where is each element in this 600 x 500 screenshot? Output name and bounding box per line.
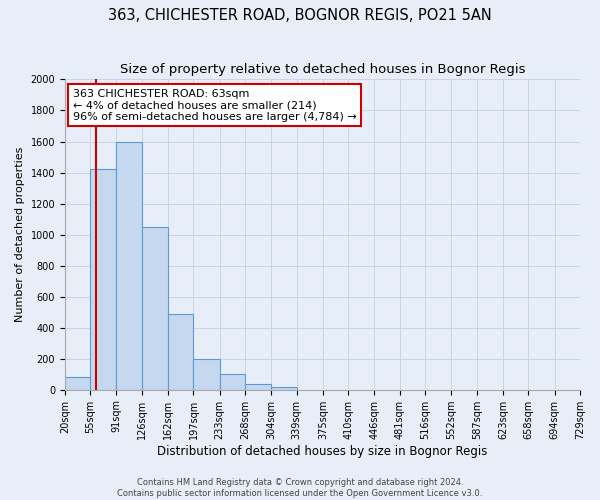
Bar bbox=[271, 386, 296, 390]
Bar bbox=[142, 227, 168, 390]
Y-axis label: Number of detached properties: Number of detached properties bbox=[15, 147, 25, 322]
Bar bbox=[168, 314, 193, 390]
Bar bbox=[193, 358, 220, 390]
Text: Contains HM Land Registry data © Crown copyright and database right 2024.
Contai: Contains HM Land Registry data © Crown c… bbox=[118, 478, 482, 498]
Text: 363 CHICHESTER ROAD: 63sqm
← 4% of detached houses are smaller (214)
96% of semi: 363 CHICHESTER ROAD: 63sqm ← 4% of detac… bbox=[73, 89, 356, 122]
Bar bbox=[65, 378, 91, 390]
X-axis label: Distribution of detached houses by size in Bognor Regis: Distribution of detached houses by size … bbox=[157, 444, 488, 458]
Bar bbox=[91, 170, 116, 390]
Bar bbox=[116, 142, 142, 390]
Bar bbox=[220, 374, 245, 390]
Title: Size of property relative to detached houses in Bognor Regis: Size of property relative to detached ho… bbox=[120, 62, 525, 76]
Text: 363, CHICHESTER ROAD, BOGNOR REGIS, PO21 5AN: 363, CHICHESTER ROAD, BOGNOR REGIS, PO21… bbox=[108, 8, 492, 22]
Bar bbox=[245, 384, 271, 390]
